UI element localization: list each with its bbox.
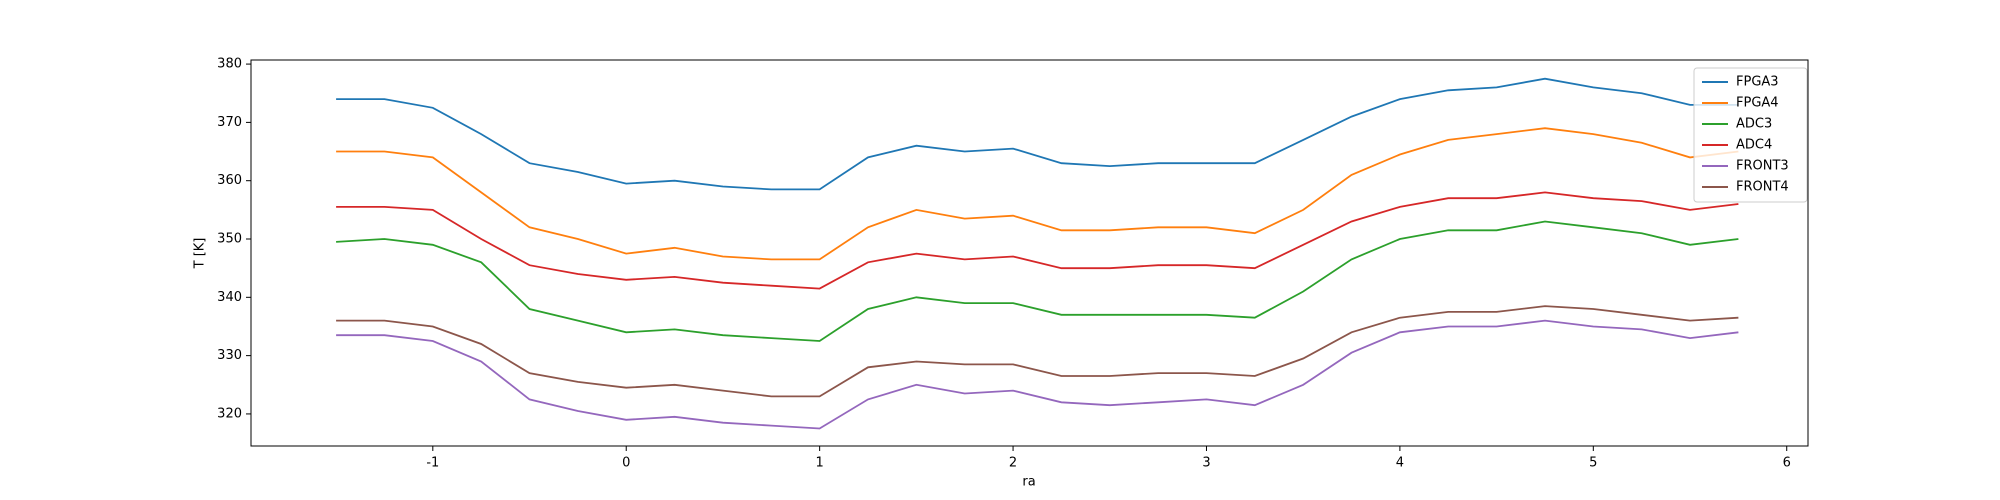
y-tick-label: 350 [217,232,242,247]
series-line [336,127,1739,261]
y-tick-label: 320 [217,406,242,421]
series-line [336,305,1739,398]
legend-label: ADC4 [1736,138,1772,153]
x-tick-label: 1 [816,456,824,471]
plot-frame [250,59,1809,447]
y-tick-label: 380 [217,57,242,72]
y-tick-label: 370 [217,115,242,130]
y-tick-label: 360 [217,173,242,188]
x-tick-label: 5 [1589,456,1597,471]
x-tick-label: 4 [1396,456,1404,471]
x-axis-label: ra [1022,475,1035,490]
legend-label: ADC3 [1736,117,1772,132]
x-tick-label: 0 [622,456,630,471]
series-line [336,319,1739,430]
x-tick-label: -1 [426,456,439,471]
series-line [336,220,1739,342]
series-line [336,191,1739,290]
series-line [336,77,1739,191]
legend-label: FRONT4 [1736,180,1789,195]
legend-label: FPGA4 [1736,96,1779,111]
x-tick-label: 2 [1009,456,1017,471]
x-tick-label: 3 [1202,456,1210,471]
y-axis-label: T [K] [193,238,208,270]
y-tick-label: 330 [217,348,242,363]
x-tick-label: 6 [1783,456,1791,471]
y-tick-label: 340 [217,290,242,305]
legend-box [1693,67,1808,203]
legend-label: FRONT3 [1736,159,1789,174]
legend-label: FPGA3 [1736,75,1779,90]
